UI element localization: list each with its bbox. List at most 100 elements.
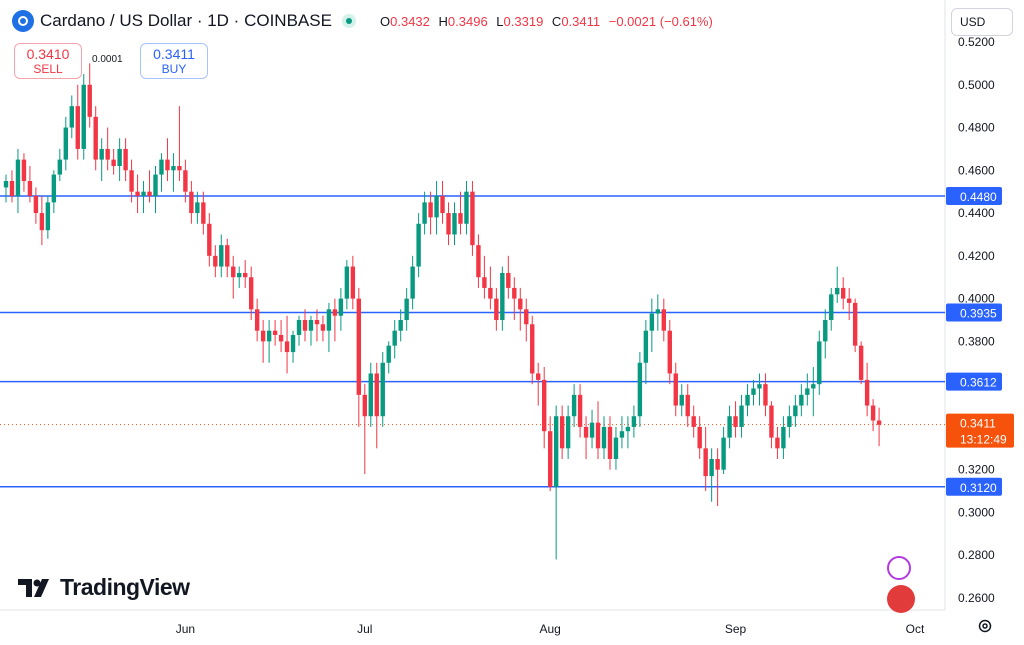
candlestick-series [3, 63, 882, 560]
candle-body [248, 277, 254, 310]
y-tick-label: 0.4400 [958, 206, 995, 220]
candle-body [763, 384, 768, 406]
candle-body [470, 191, 475, 246]
sell-button[interactable]: 0.3410 SELL [14, 43, 82, 79]
candle-body [344, 266, 350, 299]
candle-body [500, 272, 505, 320]
level-price-label: 0.3120 [960, 481, 997, 495]
candle-body [446, 213, 451, 235]
candle-body [536, 373, 541, 380]
low-key: L [496, 14, 504, 29]
candle-body [392, 330, 397, 346]
candle-body [482, 277, 487, 288]
candle-body [697, 426, 702, 449]
candle-body [9, 181, 15, 196]
us-flag-icon[interactable] [887, 585, 915, 613]
candle-body [21, 159, 27, 181]
ohlc-values: O0.3432 H0.3496 L0.3319 C0.3411 −0.0021 … [380, 14, 718, 29]
level-price-label: 0.3935 [960, 307, 997, 321]
candle-body [320, 324, 326, 331]
candle-body [829, 294, 834, 320]
candle-body [530, 324, 535, 374]
candle-body [195, 202, 200, 214]
candle-body [51, 174, 57, 203]
close-key: C [551, 14, 562, 29]
candle-body [3, 181, 9, 188]
candle-body [781, 426, 786, 449]
candle-body [864, 379, 870, 406]
candle-body [870, 405, 876, 421]
candle-body [506, 272, 511, 288]
candle-body [440, 195, 445, 214]
candle-body [81, 84, 86, 149]
countdown-label: 13:12:49 [960, 433, 1007, 447]
candle-body [296, 320, 302, 335]
candle-body [751, 388, 756, 395]
market-status-icon[interactable] [342, 14, 356, 28]
candle-body [745, 394, 750, 406]
candle-body [601, 426, 607, 449]
candle-body [524, 309, 529, 325]
buy-button[interactable]: 0.3411 BUY [140, 43, 208, 79]
candle-body [631, 416, 637, 427]
candle-body [565, 416, 571, 449]
candle-body [350, 266, 356, 299]
candle-body [368, 373, 373, 417]
symbol-title[interactable]: Cardano / US Dollar · 1D · COINBASE [40, 11, 332, 30]
candle-body [141, 191, 146, 196]
candle-body [117, 148, 122, 167]
tradingview-logo[interactable]: TradingView [18, 574, 190, 601]
candle-body [207, 223, 212, 256]
candle-body [547, 431, 553, 487]
y-tick-label: 0.4200 [958, 249, 995, 263]
last-price-label: 0.3411 [960, 417, 996, 431]
candle-body [577, 394, 583, 427]
candle-body [33, 195, 39, 214]
candle-body [715, 459, 720, 470]
y-tick-label: 0.3800 [958, 334, 995, 348]
candle-body [45, 202, 51, 231]
buy-label: BUY [161, 62, 187, 76]
candle-body [15, 159, 21, 196]
candle-body [595, 422, 601, 449]
y-tick-label: 0.4800 [958, 121, 995, 135]
lightning-icon[interactable] [887, 556, 911, 580]
level-price-tag [946, 186, 1002, 205]
candle-body [111, 159, 116, 167]
time-axis[interactable]: Jun Jul Aug Sep Oct [176, 622, 925, 636]
settings-gear-icon[interactable] [977, 618, 993, 634]
candle-body [733, 416, 738, 427]
candle-body [775, 437, 780, 449]
candle-body [793, 405, 798, 417]
candle-body [177, 166, 182, 171]
candle-body [243, 272, 248, 278]
candle-body [876, 420, 882, 425]
candle-body [428, 202, 433, 218]
candle-body [302, 320, 308, 331]
buy-price: 0.3411 [153, 46, 195, 62]
y-tick-label: 0.2800 [958, 548, 995, 562]
candle-body [338, 298, 344, 316]
candle-body [362, 394, 367, 417]
candle-body [380, 362, 385, 417]
x-tick-label: Aug [540, 622, 561, 636]
candle-body [661, 309, 666, 331]
candle-body [231, 266, 236, 278]
currency-select[interactable]: USD [951, 8, 1013, 36]
candle-body [799, 394, 804, 406]
candle-body [823, 320, 828, 342]
candle-body [308, 320, 314, 331]
x-tick-label: Jul [357, 622, 372, 636]
candle-body [219, 245, 224, 267]
candle-body [159, 159, 164, 175]
candle-body [374, 373, 379, 417]
candle-body [721, 437, 726, 470]
candle-body [27, 181, 33, 196]
candle-body [332, 309, 338, 316]
y-tick-label: 0.5000 [958, 78, 995, 92]
sell-label: SELL [33, 62, 63, 76]
brand-text: TradingView [60, 574, 190, 600]
candle-body [63, 127, 68, 160]
candle-body [589, 422, 595, 438]
